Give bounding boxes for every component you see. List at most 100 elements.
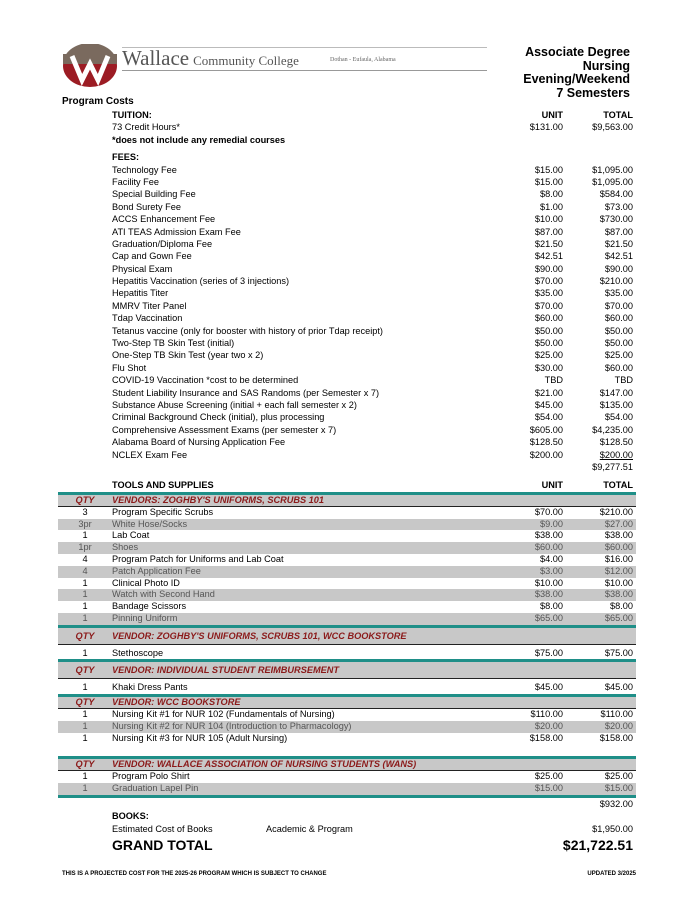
supply-row: 1 Program Polo Shirt $25.00 $25.00 <box>58 771 636 783</box>
fee-unit: $45.00 <box>534 399 563 410</box>
supply-row <box>58 745 636 757</box>
supply-unit: $3.00 <box>540 565 563 576</box>
supply-qty: 1 <box>82 771 88 782</box>
supply-unit: $38.00 <box>534 589 563 600</box>
grand-total-row: GRAND TOTAL $21,722.51 <box>112 837 633 854</box>
supply-label: Nursing Kit #3 for NUR 105 (Adult Nursin… <box>112 732 288 743</box>
fee-total: $730.00 <box>599 214 633 225</box>
header-rule <box>122 47 487 48</box>
books-row: Estimated Cost of Books Academic & Progr… <box>112 823 633 834</box>
fee-label: Facility Fee <box>112 176 159 187</box>
fee-unit: $21.50 <box>534 238 563 249</box>
tuition-header: TUITION: UNIT TOTAL <box>112 110 633 120</box>
supply-label: Shoes <box>112 542 139 553</box>
fees-subtotal: $9,277.51 <box>592 461 633 472</box>
fee-row: Flu Shot $30.00 $60.00 <box>58 362 636 374</box>
fee-total: $73.00 <box>604 201 633 212</box>
teal-rule <box>58 624 636 628</box>
college-logo <box>63 44 117 87</box>
supply-label: Program Patch for Uniforms and Lab Coat <box>112 553 284 564</box>
supply-row: 1 Watch with Second Hand $38.00 $38.00 <box>58 589 636 602</box>
fee-total: $50.00 <box>604 338 633 349</box>
supply-unit: $45.00 <box>534 682 563 693</box>
fee-total: $54.00 <box>604 412 633 423</box>
vendor-name: VENDOR: INDIVIDUAL STUDENT REIMBURSEMENT <box>112 665 339 676</box>
supply-unit: $110.00 <box>530 709 563 720</box>
supply-qty: 1 <box>82 647 88 658</box>
supply-total: $65.00 <box>604 612 633 623</box>
fee-total: $4,235.00 <box>592 424 633 435</box>
college-location: Dothan - Eufaula, Alabama <box>330 57 396 63</box>
books-header: BOOKS: <box>112 811 149 822</box>
supply-qty: 3pr <box>78 518 92 529</box>
fee-total: $135.00 <box>599 399 633 410</box>
supply-unit: $8.00 <box>540 601 563 612</box>
tuition-note: *does not include any remedial courses <box>112 134 286 145</box>
supply-label: Graduation Lapel Pin <box>112 783 199 794</box>
fees-list: Technology Fee $15.00 $1,095.00 Facility Fe… <box>58 164 636 461</box>
fee-label: ACCS Enhancement Fee <box>112 214 216 225</box>
supply-total: $10.00 <box>604 577 633 588</box>
supply-label: Patch Application Fee <box>112 565 201 576</box>
supply-qty: 1 <box>82 530 88 541</box>
fees-header: FEES: <box>112 152 140 163</box>
fee-unit: $605.00 <box>529 424 563 435</box>
supply-unit: $75.00 <box>534 647 563 658</box>
fee-unit: $35.00 <box>534 288 563 299</box>
supply-qty: 1 <box>82 732 88 743</box>
teal-rule <box>58 491 636 495</box>
supply-unit: $60.00 <box>534 542 563 553</box>
supply-total: $15.00 <box>604 783 633 794</box>
fee-label: Bond Surety Fee <box>112 201 181 212</box>
qty-label: QTY <box>75 697 95 708</box>
fee-label: Special Building Fee <box>112 189 196 200</box>
header-rule <box>122 70 487 71</box>
supply-label: Program Specific Scrubs <box>112 506 214 517</box>
supply-qty: 1 <box>82 709 88 720</box>
fee-unit: $70.00 <box>534 300 563 311</box>
supply-row: 1 Clinical Photo ID $10.00 $10.00 <box>58 578 636 590</box>
fee-label: Flu Shot <box>112 362 147 373</box>
supply-unit: $10.00 <box>534 577 563 588</box>
supply-qty: 1 <box>82 783 88 794</box>
fee-unit: $70.00 <box>534 276 563 287</box>
fee-total: $147.00 <box>599 387 633 398</box>
supply-row: 3 Program Specific Scrubs $70.00 $210.00 <box>58 507 636 519</box>
supply-unit: $15.00 <box>534 783 563 794</box>
fee-row: Substance Abuse Screening (initial + eac… <box>58 399 636 411</box>
fee-total: $42.51 <box>604 251 633 262</box>
qty-label: QTY <box>75 494 95 505</box>
fee-label: Hepatitis Titer <box>112 288 169 299</box>
fee-total: $1,095.00 <box>592 164 633 175</box>
fee-label: COVID-19 Vaccination *cost to be determi… <box>112 375 299 386</box>
fee-total: $210.00 <box>599 276 633 287</box>
vendor-name: VENDOR: ZOGHBY'S UNIFORMS, SCRUBS 101, W… <box>112 630 407 641</box>
fee-unit: $54.00 <box>534 412 563 423</box>
section-title: Program Costs <box>62 96 134 107</box>
fee-row: One-Step TB Skin Test (year two x 2) $25.… <box>58 349 636 361</box>
supply-qty: 1 <box>82 682 88 693</box>
program-title: Associate Degree Nursing Evening/Weekend… <box>523 45 630 100</box>
fee-unit: TBD <box>544 375 563 386</box>
fee-row: ATI TEAS Admission Exam Fee $87.00 $87.00 <box>58 226 636 238</box>
supply-row: 1 Stethoscope $75.00 $75.00 <box>58 648 636 660</box>
supply-label: Nursing Kit #1 for NUR 102 (Fundamentals… <box>112 709 335 720</box>
fee-label: ATI TEAS Admission Exam Fee <box>112 226 241 237</box>
supply-total: $75.00 <box>604 647 633 658</box>
fee-unit: $90.00 <box>534 263 563 274</box>
teal-rule <box>58 795 636 799</box>
fee-row: Student Liability Insurance and SAS Rand… <box>58 387 636 399</box>
tools-header: TOOLS AND SUPPLIES UNIT TOTAL <box>112 480 633 491</box>
fee-label: Technology Fee <box>112 164 177 175</box>
vendor-name: VENDOR: WALLACE ASSOCIATION OF NURSING S… <box>112 759 417 770</box>
supply-total: $27.00 <box>604 518 633 529</box>
qty-label: QTY <box>75 759 95 770</box>
supply-label: Khaki Dress Pants <box>112 682 188 693</box>
fee-row: MMRV Titer Panel $70.00 $70.00 <box>58 300 636 312</box>
supply-row: 4 Program Patch for Uniforms and Lab Coat… <box>58 554 636 566</box>
fee-total: TBD <box>614 375 633 386</box>
fee-label: One-Step TB Skin Test (year two x 2) <box>112 350 264 361</box>
fee-row: Facility Fee $15.00 $1,095.00 <box>58 176 636 188</box>
fee-label: Graduation/Diploma Fee <box>112 238 213 249</box>
fee-label: Criminal Background Check (initial), plu… <box>112 412 325 423</box>
